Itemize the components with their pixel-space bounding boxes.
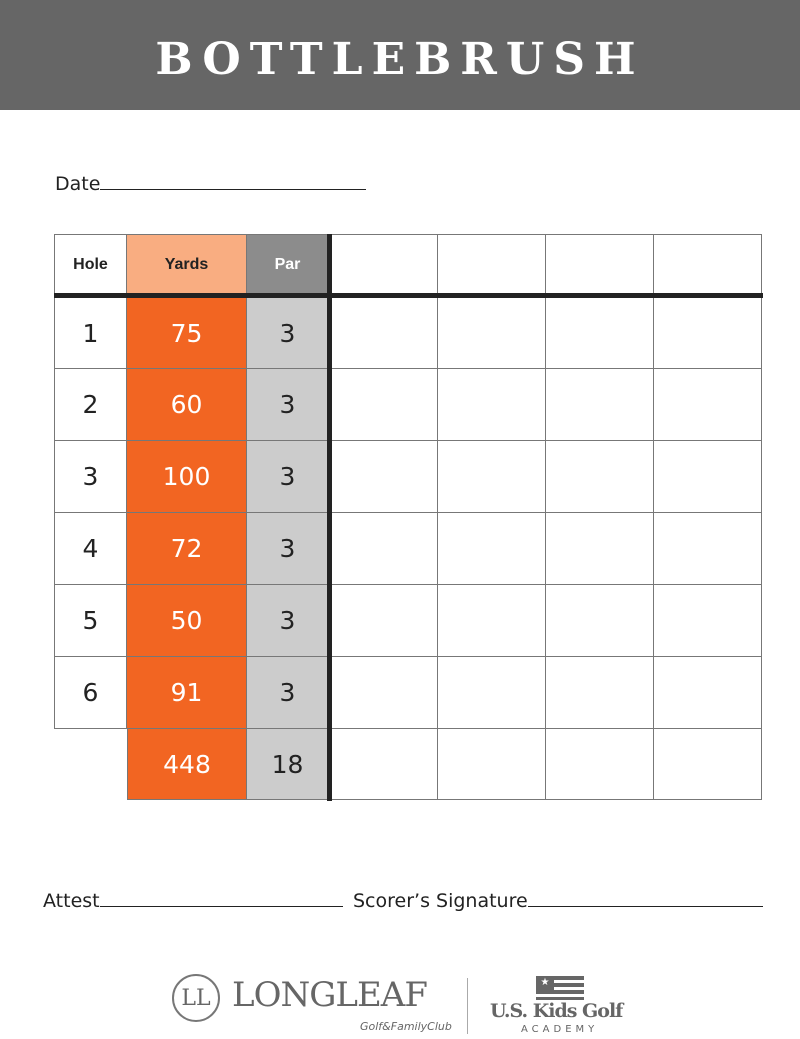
score-cell[interactable] — [438, 657, 546, 729]
score-cell[interactable] — [546, 585, 654, 657]
score-cell[interactable] — [438, 441, 546, 513]
logo-divider — [467, 978, 468, 1034]
header-par: Par — [247, 234, 329, 296]
hole-number: 5 — [54, 585, 127, 657]
score-cell[interactable] — [654, 657, 762, 729]
par-cell: 3 — [247, 657, 329, 729]
total-yards: 448 — [127, 729, 247, 800]
score-cell[interactable] — [654, 441, 762, 513]
hole-number: 4 — [54, 513, 127, 585]
hole-number: 1 — [54, 298, 127, 369]
header-divider — [54, 293, 763, 298]
total-par: 18 — [247, 729, 329, 800]
score-header-cell[interactable] — [546, 234, 654, 296]
score-cell[interactable] — [329, 298, 438, 369]
score-cell[interactable] — [654, 729, 762, 800]
score-cell[interactable] — [438, 729, 546, 800]
par-cell: 3 — [247, 585, 329, 657]
score-cell[interactable] — [654, 513, 762, 585]
longleaf-subtitle: Golf&FamilyClub — [360, 1020, 452, 1033]
score-cell[interactable] — [329, 513, 438, 585]
date-label: Date — [55, 173, 101, 195]
yards-cell: 91 — [127, 657, 247, 729]
score-cell[interactable] — [654, 585, 762, 657]
score-cell[interactable] — [546, 729, 654, 800]
course-title: BOTTLEBRUSH — [155, 34, 645, 85]
yards-cell: 75 — [127, 298, 247, 369]
scorer-signature-field[interactable]: Scorer’s Signature — [353, 888, 763, 912]
longleaf-logo: LONGLEAF — [232, 975, 428, 1015]
hole-number: 2 — [54, 369, 127, 441]
score-cell[interactable] — [438, 298, 546, 369]
score-cell[interactable] — [546, 298, 654, 369]
yards-cell: 50 — [127, 585, 247, 657]
yards-cell: 72 — [127, 513, 247, 585]
score-cell[interactable] — [329, 369, 438, 441]
score-cell[interactable] — [438, 369, 546, 441]
header-hole: Hole — [54, 234, 127, 296]
title-banner — [0, 0, 800, 110]
score-cell[interactable] — [546, 513, 654, 585]
score-cell[interactable] — [438, 513, 546, 585]
hole-number: 3 — [54, 441, 127, 513]
score-cell[interactable] — [654, 369, 762, 441]
yards-cell: 60 — [127, 369, 247, 441]
score-header-cell[interactable] — [654, 234, 762, 296]
attest-label: Attest — [43, 890, 100, 912]
score-cell[interactable] — [546, 441, 654, 513]
score-header-cell[interactable] — [329, 234, 438, 296]
hole-number: 6 — [54, 657, 127, 729]
par-cell: 3 — [247, 369, 329, 441]
yards-cell: 100 — [127, 441, 247, 513]
score-cell[interactable] — [438, 585, 546, 657]
scorer-signature-label: Scorer’s Signature — [353, 890, 528, 912]
score-cell[interactable] — [329, 729, 438, 800]
score-header-cell[interactable] — [438, 234, 546, 296]
uskids-logo: U.S. Kids Golf — [490, 1000, 623, 1022]
header-yards: Yards — [127, 234, 247, 296]
par-cell: 3 — [247, 298, 329, 369]
par-cell: 3 — [247, 441, 329, 513]
score-cell[interactable] — [329, 585, 438, 657]
score-cell[interactable] — [329, 657, 438, 729]
uskids-subtitle: ACADEMY — [521, 1024, 599, 1035]
score-cell[interactable] — [546, 657, 654, 729]
column-divider — [327, 234, 332, 801]
flag-icon: ★ — [536, 976, 584, 1000]
score-cell[interactable] — [546, 369, 654, 441]
score-cell[interactable] — [654, 298, 762, 369]
score-cell[interactable] — [329, 441, 438, 513]
date-field[interactable]: Date — [55, 171, 367, 195]
par-cell: 3 — [247, 513, 329, 585]
attest-field[interactable]: Attest — [43, 888, 343, 912]
longleaf-emblem-icon: LL — [172, 974, 220, 1022]
